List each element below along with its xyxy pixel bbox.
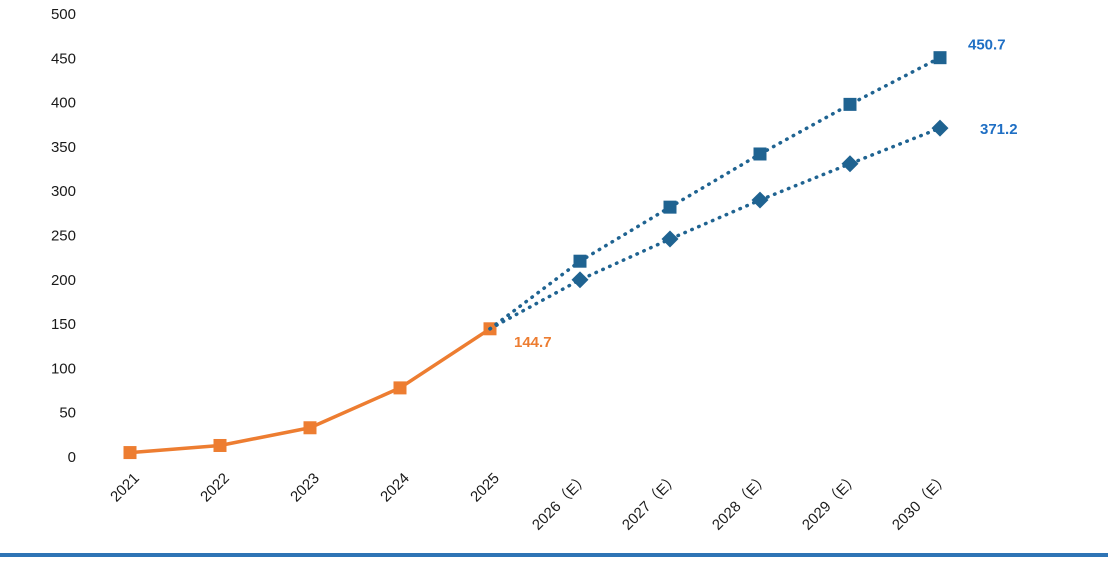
x-axis-tick-label: 2030（E） [889,470,953,534]
data-label-forecast-high: 450.7 [968,37,1006,54]
x-axis-tick-label: 2026（E） [529,470,593,534]
y-axis-tick-label: 150 [51,316,76,333]
marker-square-forecast-high [933,51,947,65]
marker-diamond-forecast-low [661,230,679,248]
y-axis-tick-label: 300 [51,183,76,200]
y-axis-tick-label: 200 [51,272,76,289]
x-axis-tick-label: 2023 [287,470,323,506]
marker-square-actual [213,438,227,452]
marker-square-actual [123,446,137,460]
y-axis-tick-label: 50 [59,405,76,422]
marker-square-actual [393,381,407,395]
marker-square-forecast-high [843,97,857,111]
data-label-forecast-low: 371.2 [980,121,1018,138]
x-axis-tick-label: 2024 [377,470,413,506]
y-axis-tick-label: 100 [51,360,76,377]
marker-square-forecast-high [663,200,677,214]
marker-diamond-forecast-low [751,191,769,209]
x-axis-tick-label: 2021 [107,470,143,506]
x-axis-tick-label: 2029（E） [799,470,863,534]
y-axis-tick-label: 0 [68,449,76,466]
y-axis-tick-label: 500 [51,6,76,23]
y-axis-tick-label: 350 [51,139,76,156]
marker-diamond-forecast-low [931,119,949,137]
x-axis-tick-label: 2025 [467,470,503,506]
x-axis-tick-label: 2027（E） [619,470,683,534]
series-line-forecast-high [488,55,942,331]
data-label-actual: 144.7 [514,334,552,351]
marker-diamond-forecast-low [841,155,859,173]
marker-square-forecast-high [573,254,587,268]
y-axis-tick-label: 400 [51,95,76,112]
marker-diamond-forecast-low [571,271,589,289]
y-axis-tick-label: 250 [51,228,76,245]
series-line-forecast-low [488,126,942,331]
x-axis-tick-label: 2028（E） [709,470,773,534]
marker-square-forecast-high [753,147,767,161]
marker-square-actual [303,421,317,435]
y-axis-tick-label: 450 [51,50,76,67]
bottom-border [0,553,1108,557]
x-axis-tick-label: 2022 [197,470,233,506]
